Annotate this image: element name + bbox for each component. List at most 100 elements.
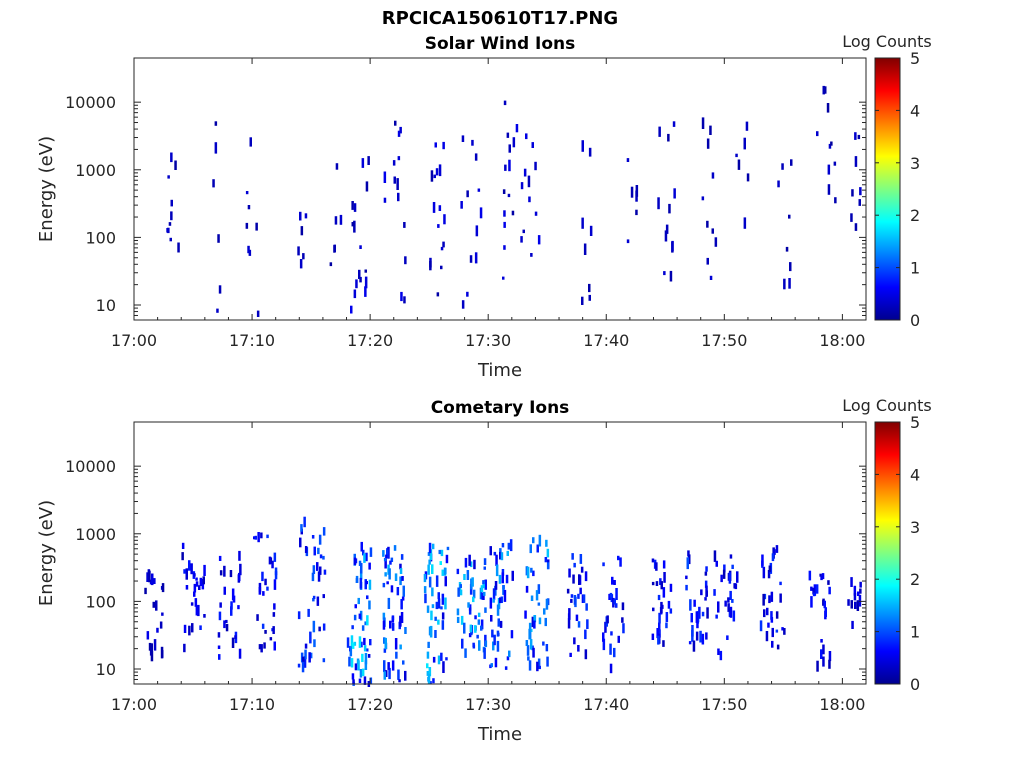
heatmap-cell [480, 592, 484, 600]
heatmap-cell [850, 577, 853, 587]
heatmap-cell [572, 574, 575, 584]
heatmap-cell [359, 610, 363, 621]
heatmap-cell [532, 647, 535, 658]
heatmap-cell [159, 621, 163, 629]
heatmap-cell [626, 239, 630, 244]
heatmap-cell [512, 137, 516, 148]
heatmap-cell [525, 566, 529, 576]
heatmap-cell [358, 269, 361, 279]
heatmap-cell [609, 592, 613, 598]
heatmap-cell [662, 587, 666, 598]
heatmap-cell [261, 623, 265, 629]
y-axis-ticks: 10 100 1000 10000 [65, 457, 866, 685]
y-tick-label: 10000 [65, 457, 116, 476]
heatmap-cell [312, 620, 316, 633]
heatmap-cell [394, 638, 398, 650]
heatmap-cell [399, 615, 402, 627]
heatmap-cell [362, 549, 365, 556]
heatmap-cell [264, 630, 267, 634]
heatmap-cell [427, 552, 431, 556]
heatmap-cell [442, 241, 445, 248]
heatmap-cell [247, 205, 251, 210]
heatmap-cell [779, 581, 782, 586]
heatmap-cell [505, 574, 509, 584]
heatmap-cell [302, 656, 305, 667]
heatmap-cell [717, 648, 720, 655]
heatmap-cell [399, 568, 403, 574]
heatmap-cell [722, 569, 726, 579]
heatmap-cell [469, 255, 473, 263]
heatmap-cell [351, 673, 355, 680]
heatmap-cell [506, 132, 510, 138]
heatmap-cell [613, 598, 616, 605]
heatmap-cell [397, 669, 400, 680]
heatmap-cell [484, 579, 487, 590]
heatmap-cell [471, 139, 474, 146]
heatmap-cell [859, 581, 862, 588]
heatmap-cell [360, 563, 363, 574]
heatmap-cell [393, 176, 396, 184]
heatmap-cell [258, 644, 262, 650]
heatmap-cell [472, 644, 476, 649]
heatmap-cell [269, 637, 273, 641]
heatmap-cell [495, 564, 499, 577]
heatmap-cell [217, 632, 221, 638]
heatmap-cell [530, 628, 533, 632]
heatmap-cell [617, 635, 620, 643]
x-tick-label: 17:20 [347, 695, 393, 714]
heatmap-cell [711, 228, 714, 234]
heatmap-cell [763, 609, 766, 618]
solar-wind-panel: Solar Wind Ions 17:00 17:10 17:20 17:30 17:4… [36, 32, 932, 381]
heatmap-cell [404, 256, 407, 265]
heatmap-cell [525, 585, 529, 593]
heatmap-cell [503, 245, 506, 250]
heatmap-cell [759, 620, 763, 632]
heatmap-cell [403, 296, 406, 304]
heatmap-cell [396, 178, 399, 190]
heatmap-cell [424, 593, 427, 604]
heatmap-cell [463, 574, 466, 580]
heatmap-cell [771, 640, 774, 648]
heatmap-cell [853, 592, 857, 601]
heatmap-cell [489, 664, 492, 669]
heatmap-cell [353, 220, 356, 233]
heatmap-cell [583, 243, 587, 255]
heatmap-cell [575, 614, 579, 621]
heatmap-cell [828, 143, 832, 149]
heatmap-cell [170, 211, 173, 221]
heatmap-cell [657, 594, 661, 601]
heatmap-cell [384, 572, 387, 577]
heatmap-cell [602, 638, 606, 651]
heatmap-cell [474, 625, 477, 633]
heatmap-cell [367, 654, 371, 658]
heatmap-cell [508, 144, 511, 153]
heatmap-cell [357, 660, 360, 671]
heatmap-cell [363, 645, 367, 652]
heatmap-cell [168, 222, 172, 226]
heatmap-cell [258, 587, 262, 595]
heatmap-cell [181, 542, 185, 549]
heatmap-cell [494, 657, 498, 668]
heatmap-cell [506, 550, 509, 556]
heatmap-cell [260, 644, 263, 653]
heatmap-cell [668, 203, 671, 214]
heatmap-cell [268, 556, 272, 565]
x-tick-label: 18:00 [819, 331, 865, 350]
heatmap-cell [789, 262, 792, 272]
heatmap-cell [257, 532, 260, 543]
heatmap-cell [300, 226, 304, 236]
heatmap-cell [706, 257, 709, 265]
heatmap-cell [584, 571, 588, 582]
heatmap-cell [361, 625, 365, 631]
heatmap-cell [501, 543, 505, 548]
heatmap-cell [833, 161, 837, 166]
heatmap-cell [569, 652, 572, 657]
heatmap-cell [609, 643, 612, 655]
heatmap-cell [731, 564, 734, 569]
heatmap-cell [767, 570, 771, 579]
heatmap-cell [477, 619, 481, 625]
heatmap-cell [610, 594, 614, 603]
heatmap-cell [359, 569, 363, 580]
heatmap-cell [568, 608, 571, 620]
heatmap-cell [231, 588, 235, 601]
